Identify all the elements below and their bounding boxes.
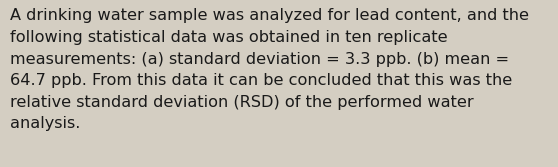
Text: A drinking water sample was analyzed for lead content, and the
following statist: A drinking water sample was analyzed for…	[10, 8, 529, 131]
